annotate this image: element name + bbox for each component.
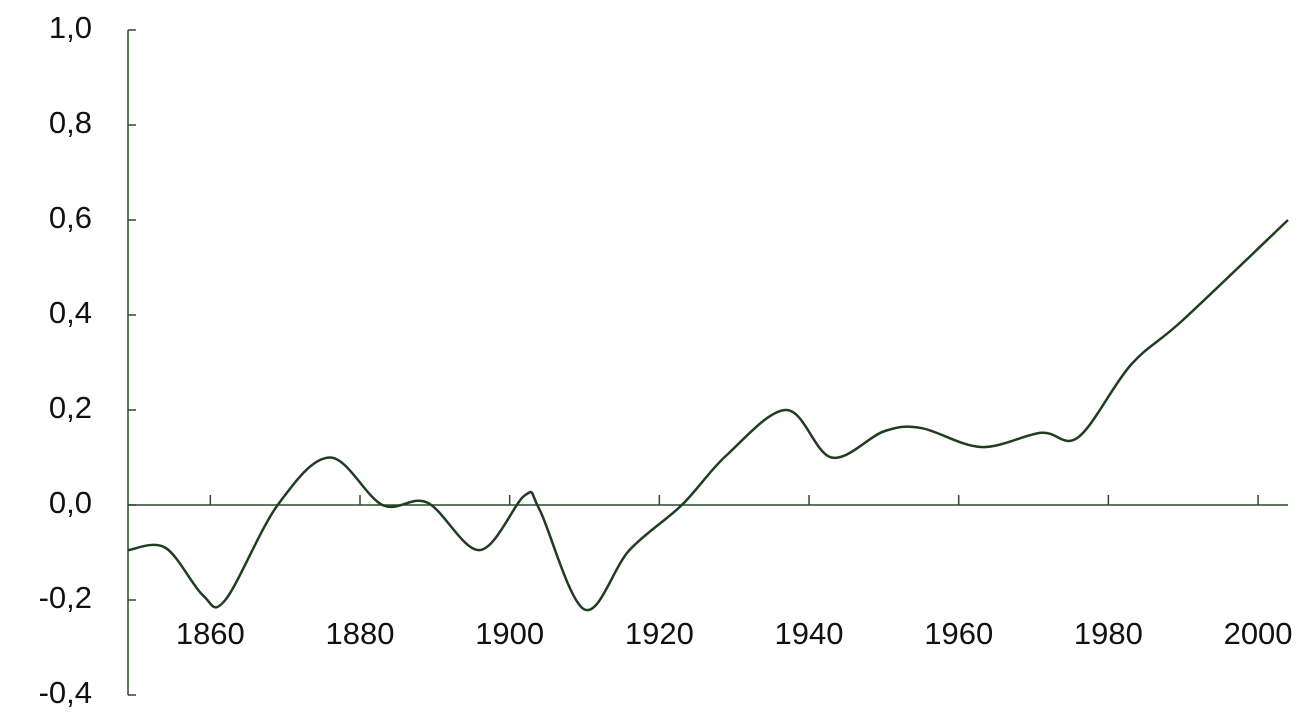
y-tick-label: -0,4 <box>39 675 92 710</box>
x-tick-label: 2000 <box>1224 616 1293 651</box>
x-tick-label: 1980 <box>1074 616 1143 651</box>
x-tick-label: 1920 <box>625 616 694 651</box>
x-tick-label: 1940 <box>775 616 844 651</box>
y-tick-label: 0,0 <box>49 485 92 520</box>
x-tick-label: 1880 <box>326 616 395 651</box>
y-tick-label: -0,2 <box>39 580 92 615</box>
y-tick-label: 0,8 <box>49 105 92 140</box>
data-line <box>127 219 1289 612</box>
y-tick-label: 1,0 <box>49 10 92 45</box>
x-tick-label: 1860 <box>176 616 245 651</box>
y-tick-label: 0,4 <box>49 295 92 330</box>
y-tick-label: 0,2 <box>49 390 92 425</box>
x-tick-label: 1900 <box>475 616 544 651</box>
x-tick-label: 1960 <box>924 616 993 651</box>
y-tick-label: 0,6 <box>49 200 92 235</box>
